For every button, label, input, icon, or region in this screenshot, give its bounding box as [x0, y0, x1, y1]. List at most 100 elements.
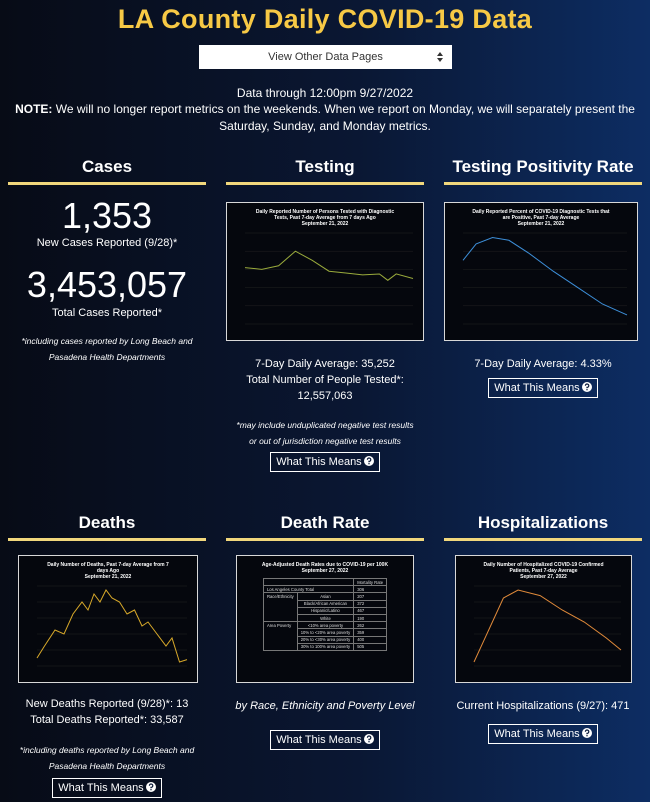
- what-this-means-button[interactable]: What This Means: [488, 724, 598, 744]
- thumbnail-date: September 21, 2022: [84, 574, 132, 580]
- heading-rule: [226, 538, 424, 541]
- stat-block: New Cases Reported (9/28)*: [8, 237, 206, 249]
- note-block: *including deaths reported by Long Beach…: [8, 742, 206, 774]
- heading-rule: [444, 182, 642, 185]
- section-heading: Testing: [295, 157, 355, 176]
- thumbnail-title: Daily Number of Hospitalized COVID-19 Co…: [483, 562, 604, 574]
- metric-block: Total Number of People Tested*:: [226, 374, 424, 386]
- table-cell: Hispanic/Latino: [296, 606, 355, 615]
- table-cell: 262: [353, 621, 388, 630]
- help-icon: [363, 734, 374, 744]
- data-pages-dropdown[interactable]: View Other Data Pages: [199, 45, 452, 69]
- section-header: Hospitalizations: [444, 513, 642, 533]
- thumbnail-line: [462, 237, 628, 316]
- help-icon-mark: [366, 735, 372, 741]
- metric-block: 12,557,063: [226, 390, 424, 402]
- table-cell: 10% to <20% area poverty: [296, 628, 355, 637]
- chart-thumbnail[interactable]: Daily Reported Number of Persons Tested …: [226, 202, 424, 341]
- thumbnail-title: Daily Reported Percent of COVID-19 Diagn…: [472, 209, 610, 221]
- table-row: Race/Ethnicity Asian 207: [262, 592, 388, 623]
- section-heading: Death Rate: [280, 513, 370, 532]
- table-row: 30% to 100% area poverty 505: [263, 642, 388, 651]
- group-label: Race/Ethnicity: [262, 592, 298, 623]
- heading-rule: [444, 538, 642, 541]
- thumbnail-plot: [36, 585, 188, 667]
- chart-thumbnail[interactable]: Daily Number of Deaths, Past 7-day Avera…: [18, 555, 198, 683]
- help-icon: [145, 782, 156, 792]
- big-number: 1,353: [61, 195, 153, 236]
- page-title: LA County Daily COVID-19 Data: [117, 4, 533, 34]
- section-header: Death Rate: [226, 513, 424, 533]
- metric-line: Total Deaths Reported*: 33,587: [30, 714, 184, 726]
- what-this-means-button[interactable]: What This Means: [488, 378, 598, 398]
- thumbnail-line: [473, 589, 622, 663]
- help-icon-dot: [367, 463, 370, 465]
- table-cell: 190: [353, 613, 388, 623]
- table-cell: 359: [353, 628, 388, 637]
- stat-block: 1,353: [8, 195, 206, 237]
- note-text: We will no longer report metrics on the …: [55, 102, 635, 133]
- button-wrap: What This Means: [226, 452, 424, 472]
- footnote: *including cases reported by Long Beach …: [21, 336, 193, 362]
- what-this-means-button[interactable]: What This Means: [52, 778, 162, 798]
- thumbnail-title: Daily Number of Deaths, Past 7-day Avera…: [47, 562, 169, 574]
- table-cell: [262, 577, 355, 587]
- caption: by Race, Ethnicity and Poverty Level: [235, 700, 415, 712]
- table-cell: <10% area poverty: [296, 621, 355, 630]
- heading-rule: [8, 538, 206, 541]
- metric-line: 7-Day Daily Average: 35,252: [255, 358, 395, 370]
- thumbnail-date: September 27, 2022: [301, 568, 349, 574]
- help-icon-mark: [584, 383, 590, 389]
- thumbnail-title: Age-Adjusted Death Rates due to COVID-19…: [261, 562, 389, 568]
- button-label: What This Means: [494, 728, 580, 740]
- what-this-means-button[interactable]: What This Means: [270, 452, 380, 472]
- help-icon-dot: [585, 735, 588, 737]
- note-block: *may include unduplicated negative test …: [226, 417, 424, 449]
- table-cell: 306: [353, 585, 388, 594]
- help-icon-mark: [584, 729, 590, 735]
- table-cell: Black/African American: [296, 599, 355, 608]
- table-cell: 20% to <30% area poverty: [296, 635, 355, 644]
- group-label: Area Poverty: [262, 621, 298, 651]
- section-heading: Deaths: [78, 513, 136, 532]
- data-through: Data through 12:00pm 9/27/2022: [236, 86, 414, 100]
- help-icon: [581, 382, 592, 392]
- thumbnail-line: [36, 589, 188, 663]
- chart-thumbnail[interactable]: Daily Number of Hospitalized COVID-19 Co…: [455, 555, 632, 683]
- thumbnail-plot: [473, 585, 622, 667]
- note-label: NOTE:: [15, 102, 53, 116]
- metric-block: 7-Day Daily Average: 4.33%: [444, 358, 642, 370]
- metric-line: Total Number of People Tested*:: [246, 374, 404, 386]
- help-icon: [581, 728, 592, 738]
- help-icon-mark: [366, 457, 372, 463]
- what-this-means-button[interactable]: What This Means: [270, 730, 380, 750]
- metric-line: 12,557,063: [297, 390, 353, 402]
- metric-block: Total Deaths Reported*: 33,587: [8, 714, 206, 726]
- thumbnail-date: September 21, 2022: [301, 221, 349, 227]
- dropdown-arrows: [437, 52, 443, 62]
- footnote: *including deaths reported by Long Beach…: [19, 745, 195, 771]
- thumbnail-line: [244, 250, 414, 281]
- table-cell: 400: [353, 635, 388, 644]
- section-heading: Cases: [81, 157, 133, 176]
- help-icon-mark: [148, 783, 154, 789]
- button-wrap: What This Means: [444, 378, 642, 398]
- metric-block: 7-Day Daily Average: 35,252: [226, 358, 424, 370]
- help-icon-dot: [367, 741, 370, 743]
- dropdown-label: View Other Data Pages: [268, 51, 383, 63]
- chart-thumbnail[interactable]: Daily Reported Percent of COVID-19 Diagn…: [444, 202, 638, 341]
- metric-block: Current Hospitalizations (9/27): 471: [444, 700, 642, 712]
- button-wrap: What This Means: [226, 730, 424, 750]
- stat-label: New Cases Reported (9/28)*: [36, 237, 178, 249]
- table-cell: 372: [353, 599, 388, 608]
- table-cell: Asian: [296, 592, 355, 601]
- chart-thumbnail[interactable]: Age-Adjusted Death Rates due to COVID-19…: [236, 555, 414, 683]
- thumbnail-plot: [244, 232, 414, 325]
- heading-rule: [226, 182, 424, 185]
- table-cell: 467: [353, 606, 388, 615]
- help-icon-dot: [149, 789, 152, 791]
- table-cell: 505: [353, 642, 388, 651]
- table-cell: 30% to 100% area poverty: [296, 642, 355, 651]
